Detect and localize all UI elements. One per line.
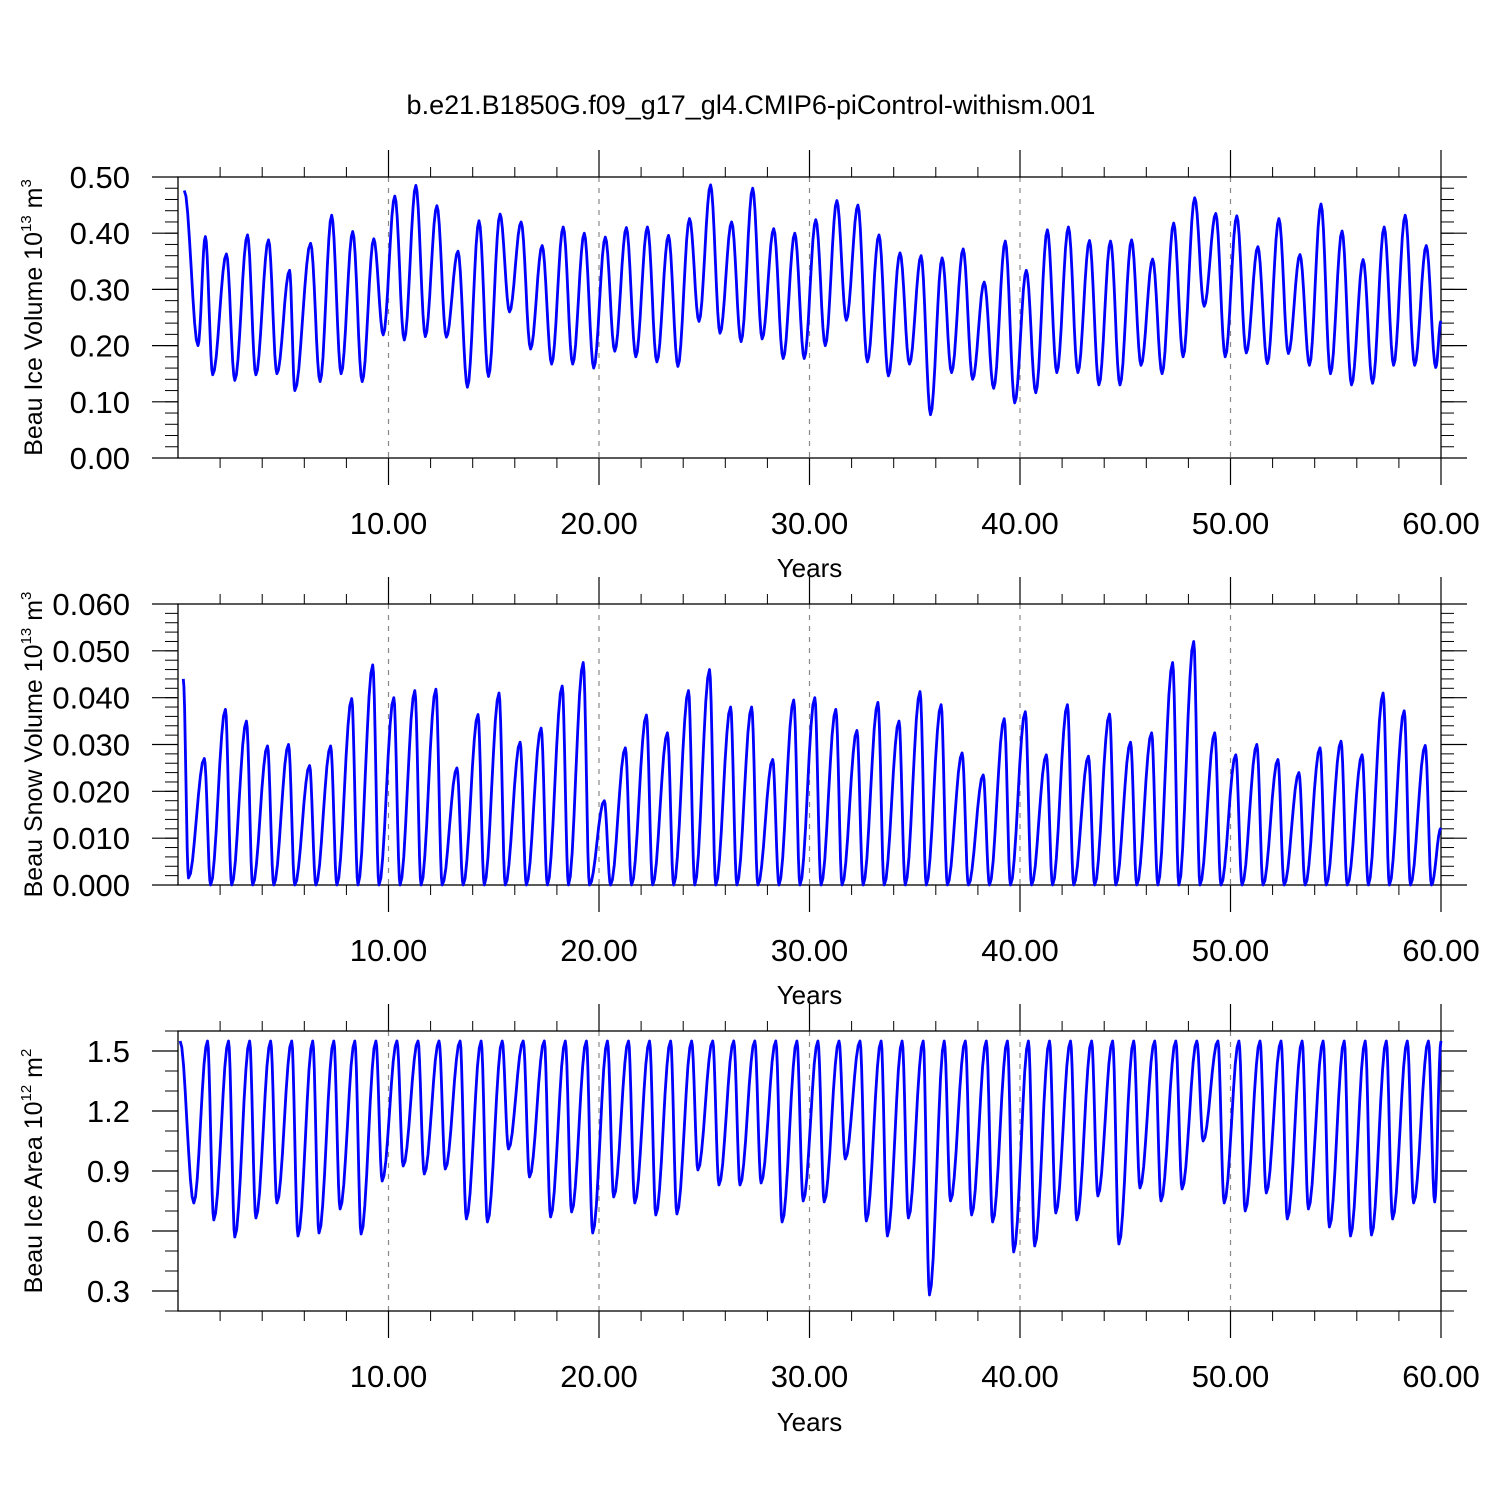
- panel-ice-volume: 0.00 0.10 0.20 0.30 0.40 0.50 10.00 20.00 30.00…: [18, 150, 1480, 583]
- y-tick-label: 0.010: [52, 821, 130, 856]
- x-tick-label: 20.00: [560, 1359, 638, 1394]
- x-tick-label: 60.00: [1402, 506, 1480, 541]
- y-axis-label: Beau Snow Volume 1013 m3: [18, 592, 48, 898]
- y-axis-label: Beau Ice Area 1012 m2: [18, 1049, 48, 1294]
- y-tick-label: 0.060: [52, 587, 130, 622]
- series-line: [178, 1039, 1443, 1297]
- plot-frame: [177, 176, 1442, 459]
- y-tick-label: 0.9: [87, 1154, 130, 1189]
- y-tick-label: 0.20: [70, 329, 130, 364]
- series-line: [181, 640, 1443, 887]
- panel-ice-area: 0.3 0.6 0.9 1.2 1.5 10.00 20.00 30.00 40.00 50.0…: [18, 1004, 1480, 1437]
- y-tick-label: 0.3: [87, 1274, 130, 1309]
- x-tick-label: 20.00: [560, 506, 638, 541]
- x-tick-label: 50.00: [1192, 933, 1270, 968]
- plot-frame: [177, 1030, 1442, 1312]
- panel-snow-volume: 0.000 0.010 0.020 0.030 0.040 0.050 0.060 10.0…: [18, 577, 1480, 1010]
- x-tick-label: 30.00: [771, 506, 849, 541]
- x-tick-label: 60.00: [1402, 933, 1480, 968]
- x-tick-label: 20.00: [560, 933, 638, 968]
- y-tick-label: 0.10: [70, 385, 130, 420]
- x-tick-label: 40.00: [981, 506, 1059, 541]
- x-tick-label: 10.00: [350, 1359, 428, 1394]
- y-tick-label: 0.00: [70, 441, 130, 476]
- x-tick-label: 50.00: [1192, 506, 1270, 541]
- y-axis-label: Beau Ice Volume 1013 m3: [18, 179, 48, 456]
- x-tick-label: 50.00: [1192, 1359, 1270, 1394]
- x-tick-label: 40.00: [981, 1359, 1059, 1394]
- y-tick-label: 0.030: [52, 728, 130, 763]
- y-tick-label: 0.050: [52, 634, 130, 669]
- x-tick-label: 10.00: [350, 933, 428, 968]
- plot-frame: [177, 603, 1442, 886]
- y-tick-label: 0.6: [87, 1214, 130, 1249]
- x-tick-label: 60.00: [1402, 1359, 1480, 1394]
- y-tick-label: 1.2: [87, 1094, 130, 1129]
- x-tick-label: 40.00: [981, 933, 1059, 968]
- y-tick-label: 0.000: [52, 868, 130, 903]
- x-tick-label: 30.00: [771, 1359, 849, 1394]
- x-tick-label: 30.00: [771, 933, 849, 968]
- y-tick-label: 1.5: [87, 1034, 130, 1069]
- y-tick-label: 0.30: [70, 272, 130, 307]
- y-tick-label: 0.50: [70, 160, 130, 195]
- series-line: [182, 183, 1443, 417]
- y-tick-label: 0.040: [52, 681, 130, 716]
- x-tick-label: 10.00: [350, 506, 428, 541]
- x-axis-label: Years: [777, 1407, 843, 1437]
- chart-title: b.e21.B1850G.f09_g17_gl4.CMIP6-piControl…: [407, 90, 1096, 120]
- y-tick-label: 0.020: [52, 774, 130, 809]
- y-tick-label: 0.40: [70, 216, 130, 251]
